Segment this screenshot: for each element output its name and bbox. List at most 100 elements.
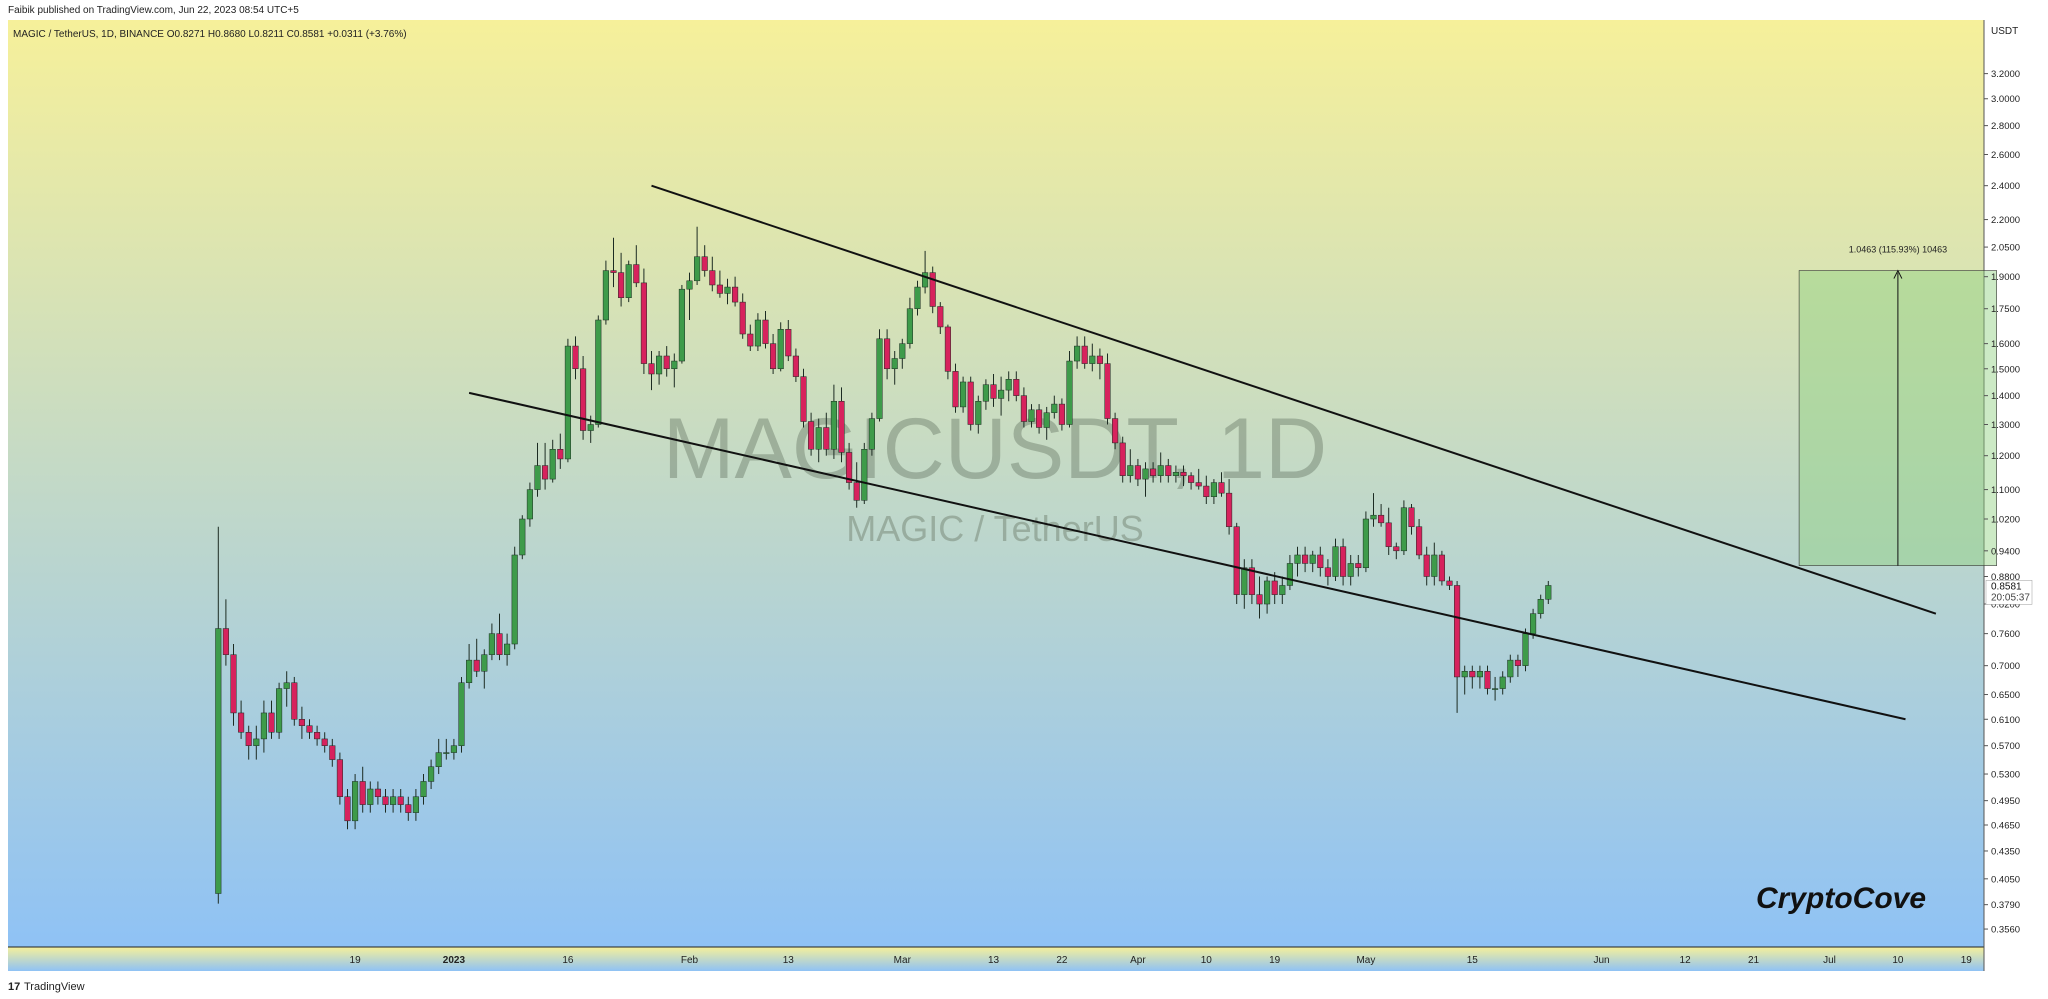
candle-body [1340,546,1347,577]
time-axis[interactable]: 19 2023 16 Feb 13 Mar 13 22 Apr 10 19 May 15 Jun 12 21 J… [350,955,2048,966]
candle-body [526,489,533,520]
price-axis-panel [1984,20,2048,971]
candle-body [1066,360,1073,425]
candle [1180,465,1187,487]
price-tick-label: 0.6500 [1991,690,2020,701]
footer-bar: 17 TradingView [0,976,2048,999]
candle [633,245,640,288]
candle-body [1150,468,1157,476]
candle-body [1119,442,1126,476]
candle-body [329,745,336,760]
candle-body [1446,580,1453,586]
candle [929,266,936,314]
candle-body [1393,546,1400,552]
candle [1514,654,1521,677]
candle-body [344,796,351,822]
candle-body [846,452,853,483]
candle-body [792,355,799,377]
candle-body [1134,465,1141,480]
candle [1172,465,1179,483]
price-axis-unit: USDT [1991,26,2018,37]
candle [937,302,944,335]
candle [1408,504,1415,535]
candle [1157,452,1164,483]
price-axis[interactable]: 3.2000 3.0000 2.8000 2.6000 2.4000 2.2000 2.05… [1984,69,2020,936]
candle-body [587,424,594,431]
time-tick-label: 10 [1201,955,1213,966]
trendlines[interactable] [468,184,1937,721]
last-price-marker: 0.8581 20:05:37 [1985,580,2033,605]
candle [1089,343,1096,372]
candle [846,442,853,490]
signature-logo: CryptoCove [1756,882,1926,915]
candle [1507,654,1514,683]
candle [557,433,564,469]
tradingview-logo-icon[interactable]: 17 [8,981,21,993]
candle-body [853,482,860,501]
time-tick-label: 21 [1748,955,1760,966]
candle-body [678,288,685,362]
candle [1522,628,1529,672]
candle [975,395,982,434]
candle-body [1408,507,1415,527]
candle [967,376,974,431]
candle-body [884,338,891,370]
time-tick-label: 2023 [443,955,466,966]
candle [595,315,602,428]
candle-body [390,796,397,805]
candle-body [1127,465,1134,476]
price-tick-label: 0.7000 [1991,661,2020,672]
candle-body [1484,671,1491,689]
watermark-symbol: MAGICUSDT, 1D [663,401,1327,497]
candle [1446,576,1453,591]
candle [1545,580,1552,605]
candle [747,324,754,351]
candle [238,700,245,739]
candle [1324,559,1331,586]
candle-body [922,272,929,288]
candle-body [557,449,564,460]
candle-body [488,633,495,655]
candle [253,725,260,760]
price-tick-label: 1.9000 [1991,272,2020,283]
candle [1476,665,1483,689]
tradingview-brand[interactable]: TradingView [24,981,85,993]
candle-body [1020,395,1027,422]
candle-body [1203,485,1210,497]
candle [572,336,579,380]
candle-body [276,688,283,733]
candle [777,322,784,372]
candle-body [1248,567,1255,595]
candle [960,376,967,413]
target-projection[interactable]: 1.0463 (115.93%) 10463 [1798,245,1997,566]
candle [1461,665,1468,695]
candle-body [1545,585,1552,600]
candle-body [891,358,898,370]
candle [352,774,359,830]
candle [1264,576,1271,614]
candle [1013,371,1020,402]
candle [405,796,412,821]
candle [1036,404,1043,434]
candle [1233,522,1240,605]
candle [1416,519,1423,560]
candle [1302,546,1309,573]
candle-body [1454,585,1461,678]
candle [374,781,381,805]
candle-body [808,421,815,450]
candle-body [815,427,822,450]
candle-body [1355,563,1362,569]
candle-body [770,343,777,370]
candle [671,353,678,388]
trendline-lower[interactable] [468,391,1906,721]
candle [314,725,321,746]
price-tick-label: 0.8200 [1991,600,2020,611]
candle [1028,404,1035,428]
candle-body [542,465,549,480]
price-tick-label: 0.9400 [1991,546,2020,557]
price-tick-label: 0.3560 [1991,925,2020,936]
candle [1294,546,1301,577]
trendline-upper[interactable] [651,184,1937,615]
price-tick-label: 0.5300 [1991,770,2020,781]
